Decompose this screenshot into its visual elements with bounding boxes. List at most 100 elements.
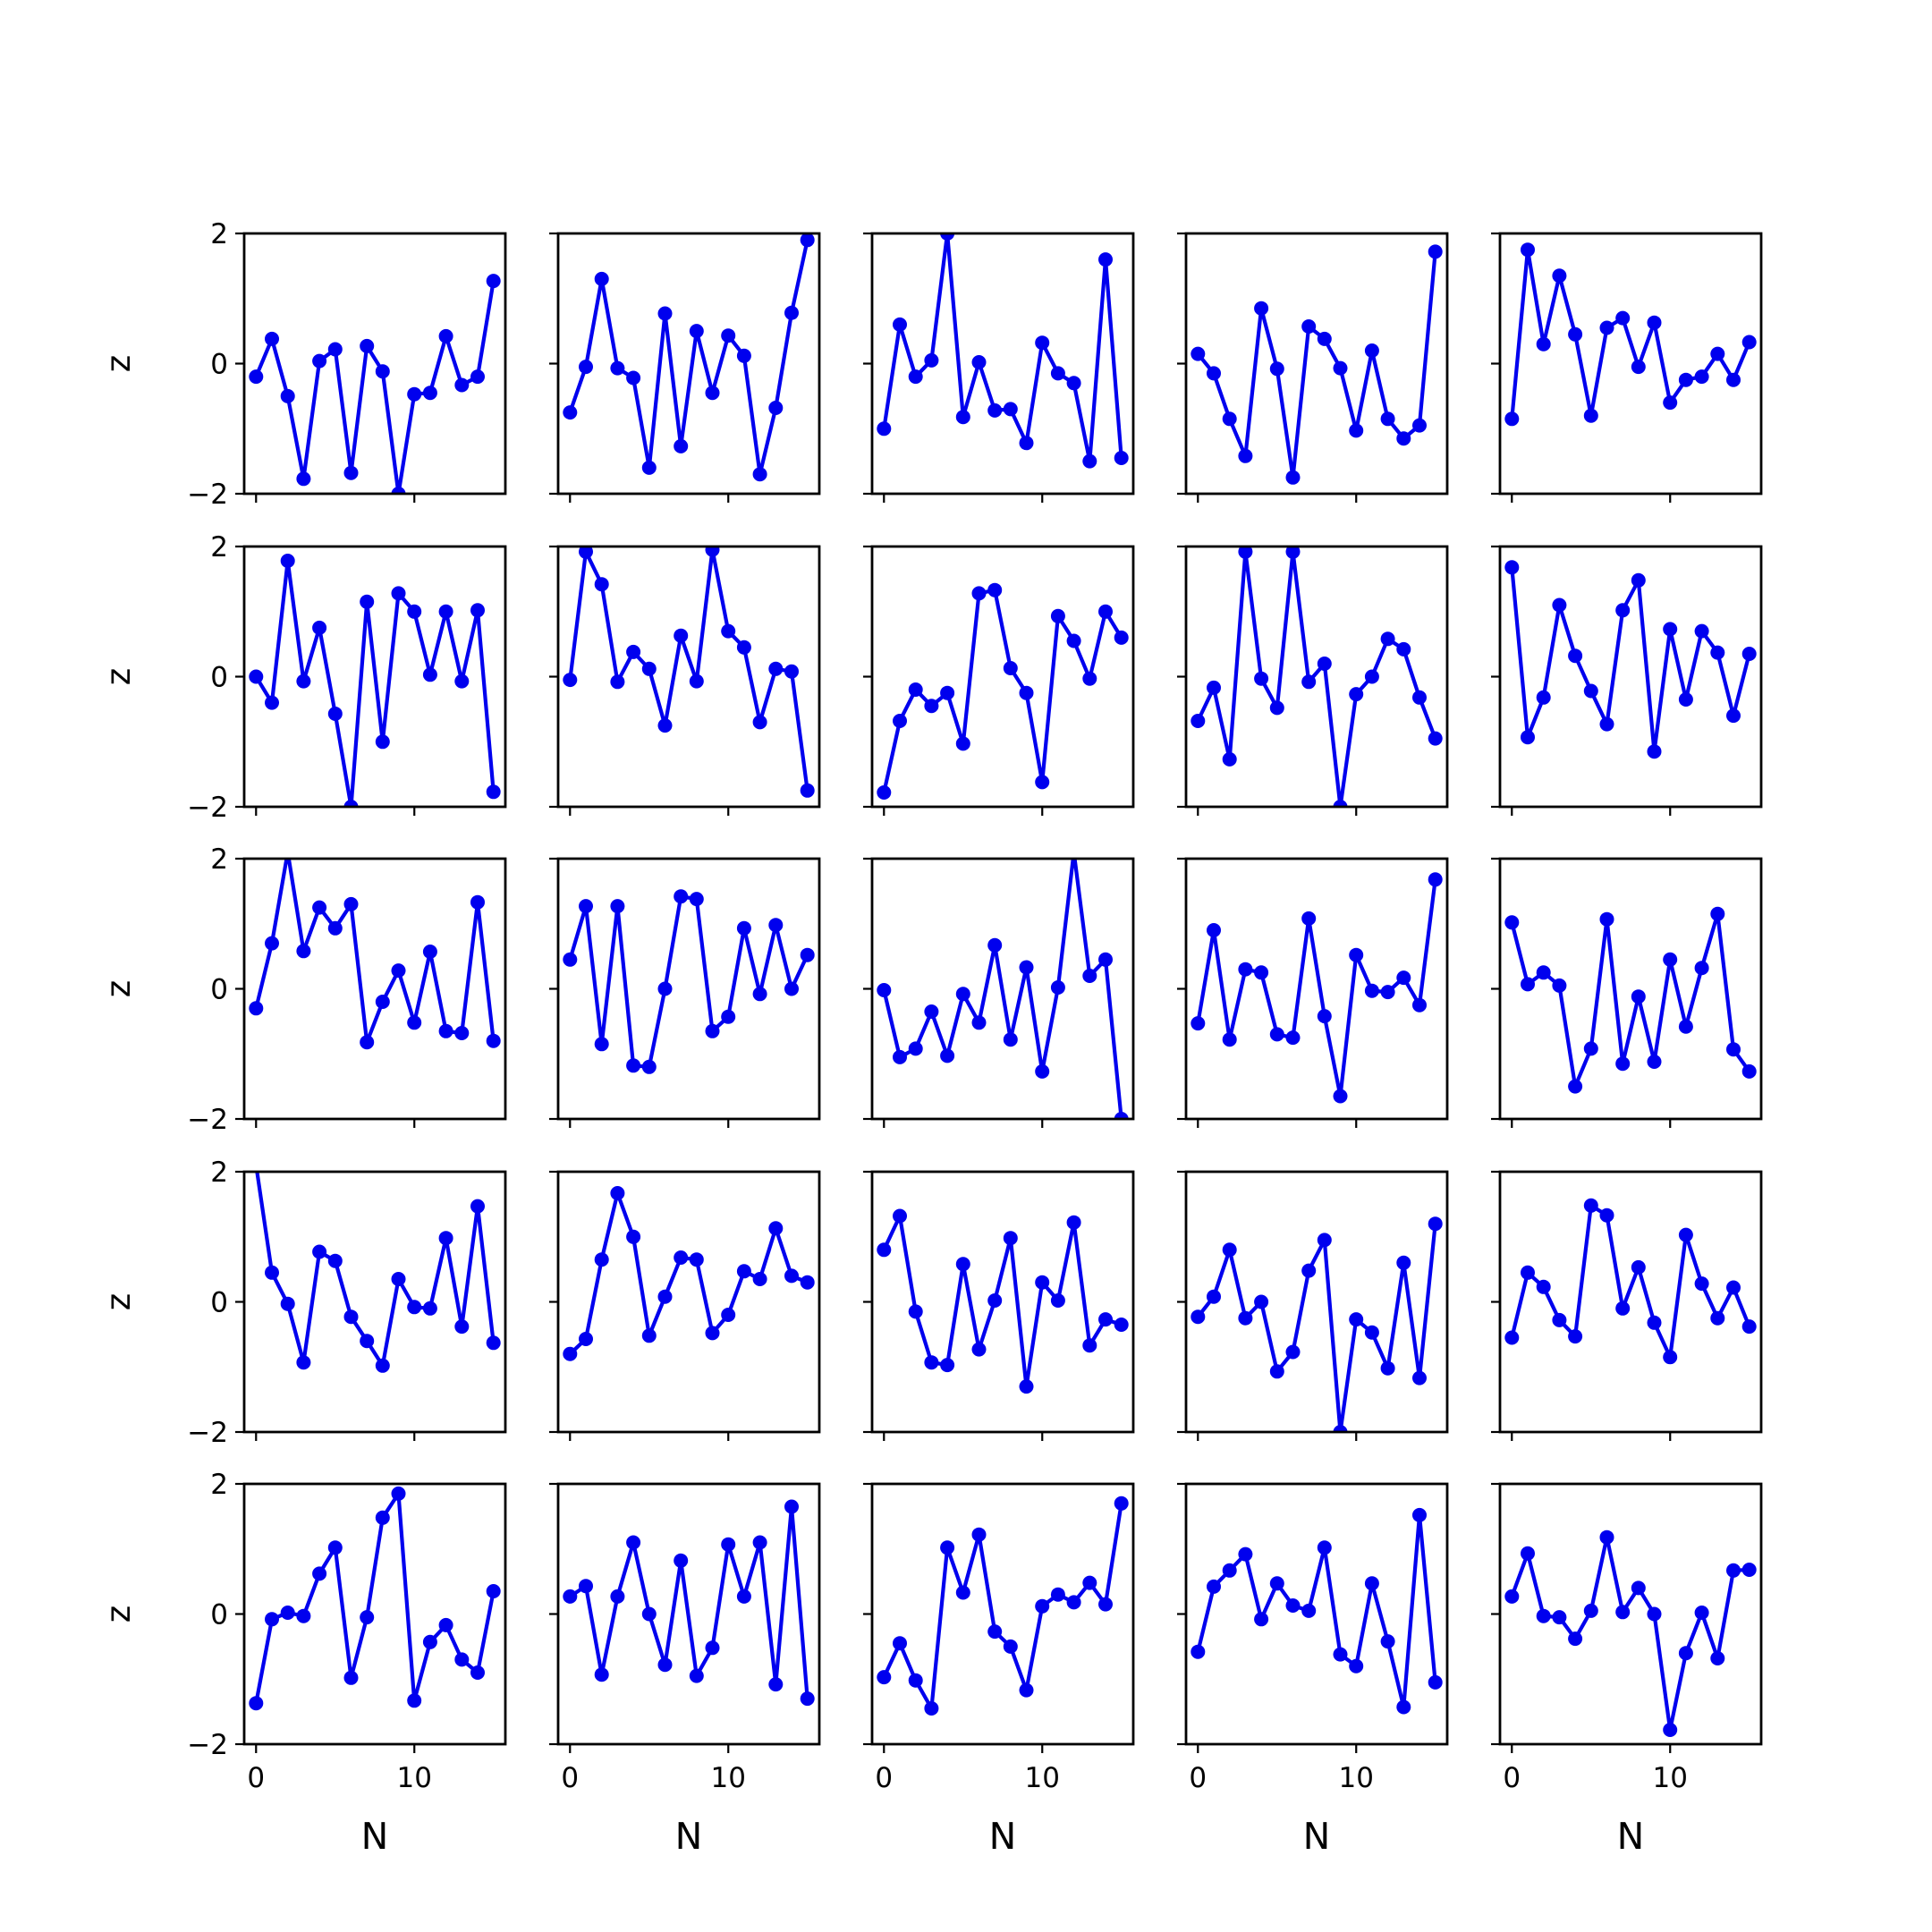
data-point [1678, 692, 1693, 707]
data-point [1380, 1360, 1395, 1376]
y-tick-label: 2 [210, 843, 228, 876]
data-point [579, 360, 593, 375]
data-point [721, 1308, 736, 1322]
series [249, 554, 501, 807]
data-point [1364, 1576, 1379, 1591]
data-point [280, 554, 295, 568]
data-point [1333, 360, 1348, 376]
subplot-r2-c4 [1177, 545, 1449, 816]
data-point [1269, 1027, 1284, 1042]
series [563, 1186, 815, 1361]
subplot-r5-c3: 0 10N [863, 1482, 1135, 1858]
data-point [689, 1668, 704, 1683]
data-point [940, 685, 955, 700]
data-point [280, 388, 295, 403]
data-point [689, 674, 704, 689]
data-point [407, 1693, 422, 1708]
data-point [312, 353, 327, 369]
series-line [882, 859, 1123, 1119]
series [253, 1172, 501, 1373]
data-point [908, 369, 923, 385]
data-point [1536, 965, 1551, 980]
data-point [1003, 661, 1018, 675]
data-point [422, 386, 437, 401]
data-point [1114, 1112, 1129, 1119]
data-point [736, 1264, 751, 1279]
subplot-r4-c5 [1491, 1170, 1763, 1441]
data-point [1726, 708, 1741, 724]
data-point [971, 1342, 987, 1357]
data-point [1098, 252, 1113, 267]
data-point [391, 1486, 406, 1501]
data-point [1364, 343, 1379, 358]
data-point [657, 306, 673, 321]
series-line [1196, 549, 1437, 807]
data-point [877, 1670, 892, 1685]
series [1504, 560, 1757, 759]
data-point [375, 1358, 390, 1373]
y-tick-label: −2 [187, 1417, 228, 1449]
data-point [1521, 730, 1535, 745]
y-axis-label: z [99, 1606, 138, 1623]
data-point [486, 784, 501, 800]
subplot-r5-c1: −2 0 2 0 10 z N [99, 1469, 507, 1858]
data-point [563, 952, 578, 967]
data-point [1741, 1319, 1757, 1335]
data-point [768, 661, 784, 676]
data-point [752, 1535, 767, 1550]
data-point [454, 1652, 470, 1667]
data-point [1050, 608, 1065, 623]
series-line [1196, 1223, 1437, 1432]
data-point [1741, 647, 1757, 661]
data-point [752, 987, 767, 1002]
data-point [470, 1665, 485, 1680]
data-point [343, 1309, 359, 1325]
data-point [1583, 683, 1598, 699]
data-point [641, 661, 657, 676]
data-point [1428, 1216, 1443, 1232]
data-point [1254, 965, 1269, 980]
data-point [940, 1540, 955, 1555]
subplot-r2-c3 [863, 545, 1135, 816]
data-point [940, 1358, 955, 1373]
data-point [1380, 631, 1395, 647]
series-line [1510, 1203, 1751, 1360]
data-point [1098, 604, 1113, 619]
data-point [312, 1244, 327, 1259]
data-point [1349, 423, 1364, 438]
data-point [1568, 1079, 1583, 1094]
data-point [312, 900, 327, 915]
data-point [768, 1677, 784, 1692]
data-point [1380, 985, 1395, 1000]
data-point [955, 410, 970, 425]
data-point [1615, 1056, 1631, 1072]
series-line [568, 894, 809, 1069]
data-point [1285, 547, 1301, 559]
data-point [674, 1553, 689, 1568]
data-point [438, 604, 453, 619]
series-line [882, 588, 1123, 793]
data-point [343, 896, 359, 911]
data-point [360, 1610, 375, 1625]
data-point [296, 674, 311, 689]
series [877, 233, 1129, 469]
data-point [280, 1606, 295, 1620]
subplot-r3-c3 [863, 857, 1135, 1128]
series-line [255, 1172, 496, 1368]
data-point [721, 1009, 736, 1024]
y-tick-label: 0 [210, 662, 228, 694]
data-point [1238, 1546, 1253, 1562]
data-point [1349, 947, 1364, 962]
data-point [1663, 952, 1678, 967]
data-point [1678, 1019, 1693, 1034]
data-point [470, 369, 485, 385]
data-point [1726, 1280, 1741, 1295]
data-point [1003, 1032, 1018, 1047]
data-point [784, 664, 799, 679]
series-line [882, 1503, 1123, 1711]
data-point [1066, 1215, 1081, 1230]
y-tick-label: 2 [210, 1157, 228, 1189]
data-point [1694, 369, 1709, 385]
data-point [486, 274, 501, 289]
data-point [1317, 1233, 1332, 1248]
